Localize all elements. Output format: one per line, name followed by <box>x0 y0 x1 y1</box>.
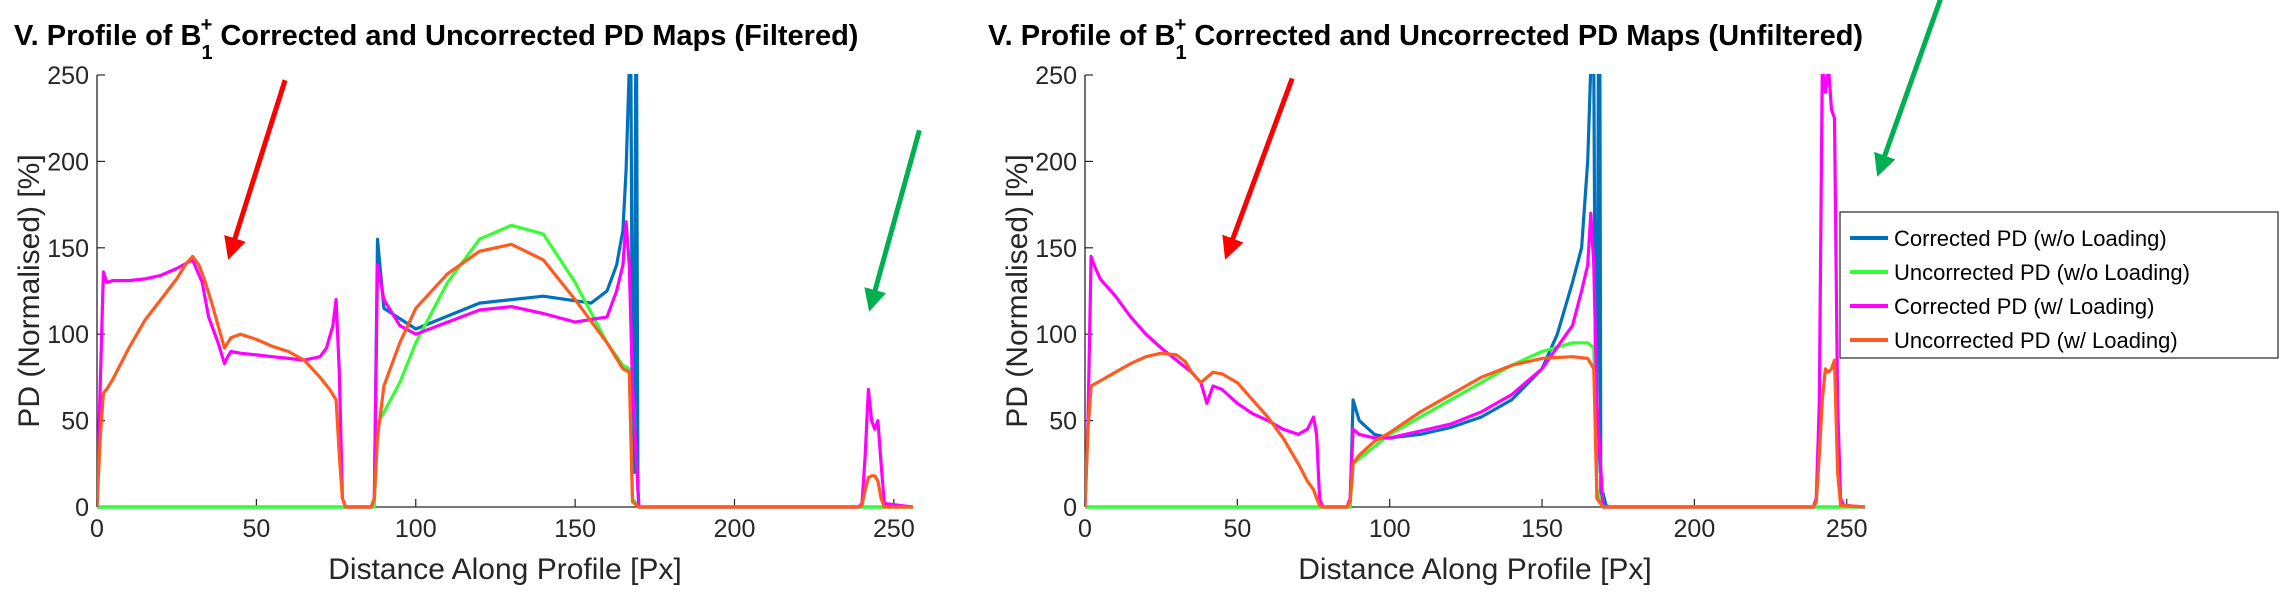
red-arrow-annotation <box>1222 77 1295 260</box>
y-axis-label: PD (Normalised) [%] <box>13 154 46 427</box>
x-tick-label: 50 <box>242 515 270 543</box>
legend-box <box>1839 211 2279 359</box>
y-tick-label: 200 <box>47 148 89 176</box>
y-tick-label: 150 <box>47 235 89 263</box>
y-tick-label: 200 <box>1035 148 1077 176</box>
x-tick-label: 150 <box>554 515 596 543</box>
x-tick-label: 0 <box>90 515 104 543</box>
chart-title-filtered: V. Profile of B1+ Corrected and Uncorrec… <box>14 14 858 64</box>
y-tick-label: 100 <box>1035 321 1077 349</box>
x-tick-label: 50 <box>1223 515 1251 543</box>
red-arrow-annotation <box>224 79 288 260</box>
series-line-corrected-loading <box>97 220 913 509</box>
chart-panel-filtered: V. Profile of B1+ Corrected and Uncorrec… <box>13 14 922 586</box>
legend: Corrected PD (w/o Loading) Uncorrected P… <box>1839 211 2279 359</box>
x-tick-label: 200 <box>1674 515 1716 543</box>
x-tick-label: 250 <box>873 515 915 543</box>
y-axis-label: PD (Normalised) [%] <box>1001 154 1034 427</box>
green-arrow-annotation <box>1874 0 1943 177</box>
legend-label-corrected-no-loading: Corrected PD (w/o Loading) <box>1894 226 2167 251</box>
chart-panel-unfiltered: V. Profile of B1+ Corrected and Uncorrec… <box>988 0 1943 586</box>
y-tick-label: 0 <box>1063 494 1077 522</box>
y-tick-label: 250 <box>1035 62 1077 90</box>
series-line-uncorrected-no-loading <box>1085 341 1865 509</box>
y-tick-label: 50 <box>1049 408 1077 436</box>
x-axis-label: Distance Along Profile [Px] <box>328 553 682 586</box>
x-tick-label: 200 <box>714 515 756 543</box>
x-tick-label: 250 <box>1826 515 1868 543</box>
plot-area-unfiltered: 0 50 100 150 200 250 0 50 100 150 200 250 Distance A… <box>1001 0 1943 586</box>
y-tick-label: 150 <box>1035 235 1077 263</box>
y-tick-label: 100 <box>47 321 89 349</box>
y-tick-label: 250 <box>47 62 89 90</box>
legend-label-uncorrected-no-loading: Uncorrected PD (w/o Loading) <box>1894 260 2190 285</box>
series-line-corrected-loading <box>1085 74 1865 509</box>
chart-title-unfiltered: V. Profile of B1+ Corrected and Uncorrec… <box>988 14 1863 64</box>
legend-label-uncorrected-loading: Uncorrected PD (w/ Loading) <box>1894 328 2178 353</box>
x-axis-label: Distance Along Profile [Px] <box>1298 553 1652 586</box>
x-tick-label: 150 <box>1521 515 1563 543</box>
series-line-uncorrected-no-loading <box>97 223 913 509</box>
legend-label-corrected-loading: Corrected PD (w/ Loading) <box>1894 294 2154 319</box>
x-tick-label: 100 <box>395 515 437 543</box>
series-line-corrected-no-loading <box>97 74 913 509</box>
y-tick-label: 0 <box>75 494 89 522</box>
x-tick-label: 0 <box>1078 515 1092 543</box>
green-arrow-annotation <box>864 129 922 312</box>
series-line-uncorrected-loading <box>97 242 913 509</box>
x-tick-label: 100 <box>1369 515 1411 543</box>
plot-area-filtered: 0 50 100 150 200 250 0 50 100 150 200 250 Distance A… <box>13 62 922 586</box>
y-tick-label: 50 <box>61 408 89 436</box>
series-line-corrected-no-loading <box>1085 74 1865 509</box>
series-line-uncorrected-loading <box>1085 351 1865 509</box>
